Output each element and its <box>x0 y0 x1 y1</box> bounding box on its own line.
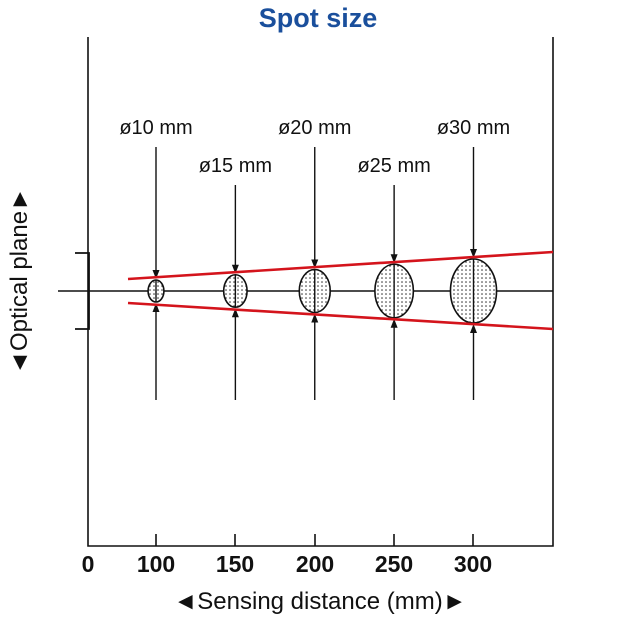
arrow-down-head <box>231 264 239 274</box>
x-axis-ticks <box>155 534 474 546</box>
arrow-up-head <box>231 308 239 318</box>
x-axis-label: ◄Sensing distance (mm)► <box>174 588 467 615</box>
x-tick-label: 0 <box>82 551 95 577</box>
beam-lower-line <box>127 301 554 331</box>
spot-diameter-label: ø20 mm <box>278 117 351 139</box>
spot-diameter-label: ø10 mm <box>119 117 192 139</box>
x-axis-tick-labels: 0 100 150 200 250 300 <box>82 551 493 577</box>
x-tick-label: 300 <box>454 551 492 577</box>
y-axis-label: ◄Optical plane► <box>6 187 33 375</box>
spot-group <box>147 258 498 324</box>
arrow-down-head <box>470 249 477 258</box>
spot-diameter-label: ø15 mm <box>199 155 272 177</box>
arrow-up-head <box>152 303 160 312</box>
spot-diameter-label: ø30 mm <box>437 117 510 139</box>
beam-upper-line <box>127 250 554 281</box>
x-tick-label: 200 <box>296 551 334 577</box>
arrow-down-head <box>152 270 160 279</box>
spot-diameter-label: ø25 mm <box>357 155 430 177</box>
x-tick-label: 100 <box>137 551 175 577</box>
arrow-up-head <box>311 313 319 323</box>
arrow-group <box>152 147 477 400</box>
x-tick-label: 250 <box>375 551 413 577</box>
diagram-title: Spot size <box>259 3 378 33</box>
arrow-up-head <box>390 318 398 328</box>
arrow-up-head <box>470 324 477 333</box>
spot-label-group: ø10 mm ø15 mm ø20 mm ø25 mm ø30 mm <box>119 117 510 177</box>
arrow-down-head <box>311 259 319 269</box>
arrow-down-head <box>390 254 398 264</box>
x-tick-label: 150 <box>216 551 254 577</box>
